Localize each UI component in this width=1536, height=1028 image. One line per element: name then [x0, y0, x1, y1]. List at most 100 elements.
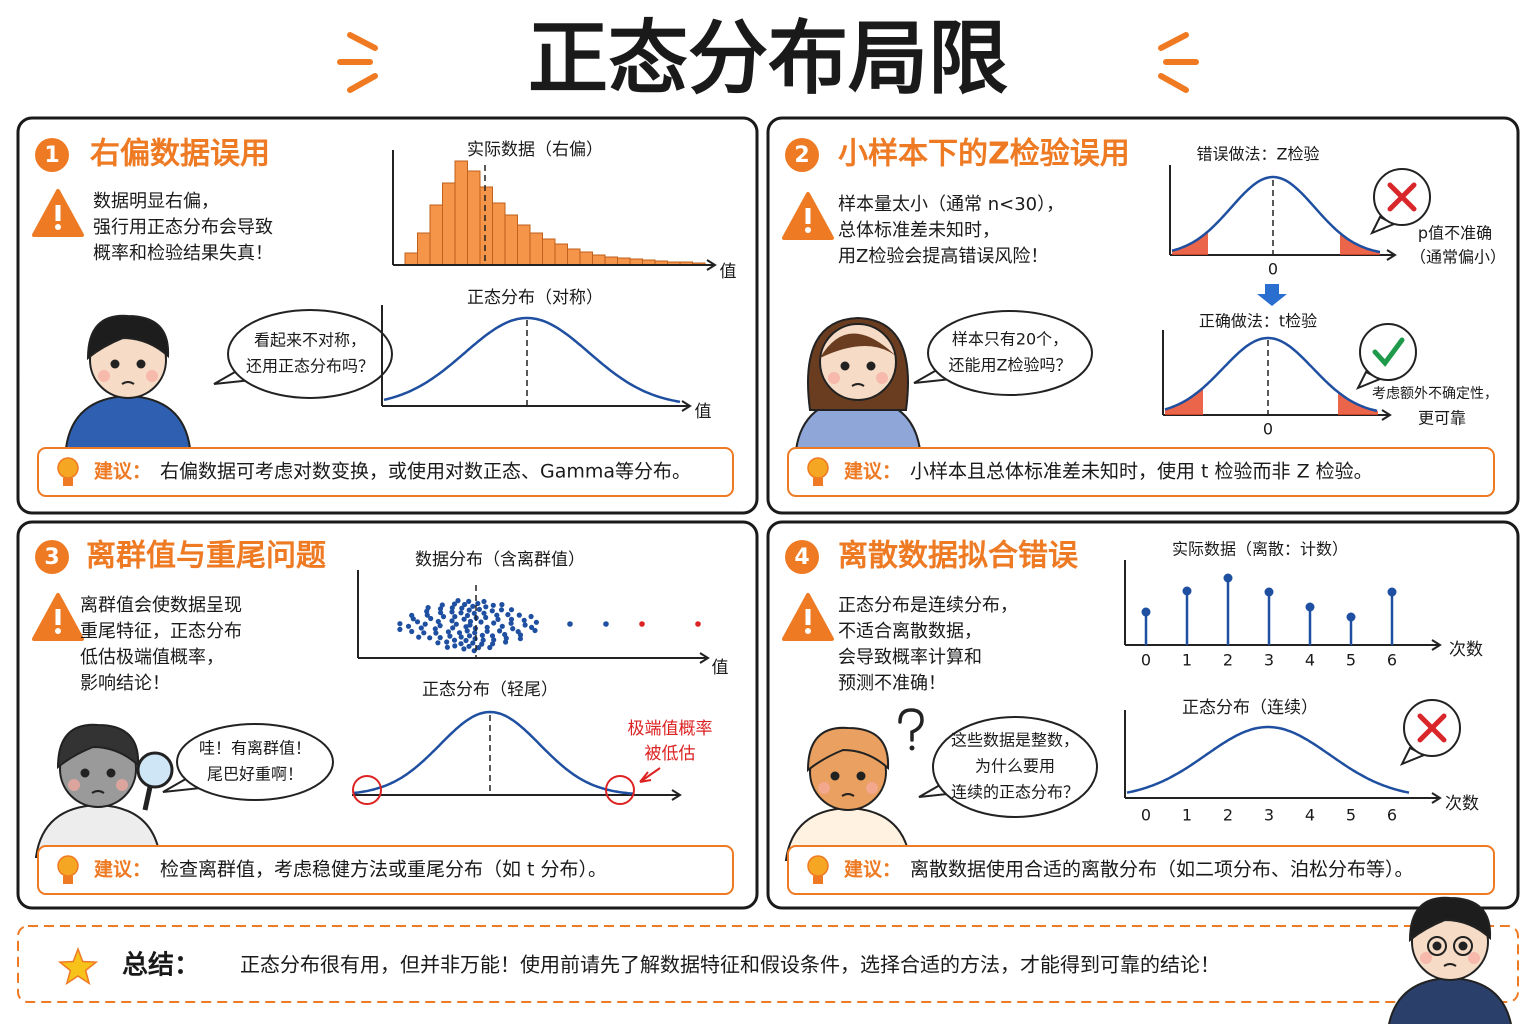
- scatter-dot: [479, 632, 485, 639]
- histogram-bar: [554, 243, 568, 266]
- scatter-dot: [484, 624, 490, 631]
- scatter-dot: [480, 637, 486, 643]
- scatter-dot: [439, 602, 445, 608]
- scatter-dot: [422, 621, 428, 627]
- tick-label: 3: [1264, 806, 1274, 825]
- warning-icon-dot: [55, 628, 61, 634]
- tick-label: 5: [1346, 806, 1356, 825]
- warning-icon-dot: [805, 628, 811, 634]
- tip-box: [787, 845, 1495, 895]
- scatter-dot: [475, 645, 482, 651]
- stem-dot: [1141, 607, 1151, 617]
- scatter-dot: [416, 634, 422, 640]
- speech-text: 连续的正态分布？: [951, 783, 1079, 802]
- outlier-dot: [695, 621, 701, 627]
- scatter-dot: [466, 643, 472, 649]
- scatter-dot: [453, 621, 459, 627]
- character-mouth: [91, 790, 105, 794]
- warning-text: 概率和检验结果失真！: [93, 243, 273, 264]
- scatter-dot: [471, 610, 477, 616]
- character-hair: [806, 726, 890, 773]
- tip-text: 右偏数据可考虑对数变换，或使用对数正态、Gamma等分布。: [160, 461, 691, 483]
- chart-note: 极端值概率: [628, 719, 713, 739]
- stem-dot: [1346, 612, 1356, 622]
- histogram-bar: [479, 186, 493, 266]
- outlier-dot: [639, 621, 645, 627]
- tail-area: [1165, 387, 1203, 415]
- character-mouth: [121, 381, 135, 385]
- scatter-dot: [491, 637, 497, 643]
- scatter-dot: [461, 616, 467, 622]
- scatter-dot: [437, 635, 443, 641]
- cross-mark: [1387, 182, 1417, 212]
- tip-bulb: [57, 457, 79, 479]
- check-mark: [1372, 337, 1405, 367]
- panel: [766, 520, 1520, 910]
- histogram-bar: [579, 251, 593, 266]
- histogram-bar: [492, 202, 506, 266]
- axis-arrow: [1431, 639, 1442, 651]
- panel-heading: 离散数据拟合错误: [838, 539, 1079, 574]
- histogram-bar: [417, 232, 431, 266]
- scatter-dot: [476, 606, 482, 613]
- character-cheek: [818, 782, 830, 794]
- tick-label: 3: [1264, 651, 1274, 670]
- question-mark: [898, 708, 924, 742]
- character-cheek: [876, 372, 888, 384]
- histogram-bar: [542, 238, 556, 266]
- warning-text: 会导致概率计算和: [838, 647, 982, 668]
- scatter-dot: [470, 603, 476, 609]
- scatter-dot: [435, 618, 441, 625]
- chart-title: 正态分布（轻尾）: [422, 680, 558, 700]
- stem-dot: [1223, 573, 1233, 583]
- tip-text: 小样本且总体标准差未知时，使用 t 检验而非 Z 检验。: [910, 461, 1373, 483]
- scatter-dot: [449, 605, 455, 611]
- axis-arrow: [1431, 792, 1442, 804]
- histogram-bar: [467, 170, 481, 266]
- character-cheek: [146, 370, 158, 382]
- normal-curve: [383, 316, 681, 404]
- speech-text: 样本只有20个，: [952, 330, 1068, 349]
- warning-icon-bar: [805, 609, 811, 625]
- highlight-circle: [352, 775, 382, 805]
- scatter-dot: [464, 628, 470, 634]
- scatter-dot: [529, 624, 535, 631]
- flow-arrow: [1257, 284, 1287, 306]
- character-hair: [86, 314, 170, 361]
- scatter-dot: [451, 601, 458, 607]
- scatter-dot: [499, 602, 505, 608]
- warning-text: 样本量太小（通常 n<30），: [838, 194, 1064, 215]
- scatter-dot: [489, 633, 496, 639]
- character-hair: [1408, 896, 1492, 943]
- character-cheek: [828, 372, 840, 384]
- chart-note: （通常偏小）: [1410, 248, 1506, 267]
- scatter-dot: [463, 624, 469, 630]
- panel-number: 3: [44, 545, 59, 570]
- scatter-dot: [498, 607, 505, 613]
- scatter-dot: [440, 614, 447, 620]
- character-mouth: [1443, 963, 1457, 967]
- axis-arrow: [706, 259, 717, 271]
- scatter-dot: [478, 619, 484, 625]
- scatter-dot: [475, 600, 481, 607]
- cross-mark: [1417, 713, 1447, 743]
- main-title: 正态分布局限: [528, 12, 1008, 105]
- scatter-dot: [499, 623, 505, 629]
- warning-icon-bar: [55, 205, 61, 221]
- panel-number-badge: [35, 138, 69, 172]
- magnifier: [136, 751, 174, 789]
- tip-bulb-base: [63, 478, 73, 486]
- scatter-dot: [508, 620, 514, 626]
- scatter-dot: [418, 625, 424, 631]
- stem-dot: [1182, 586, 1192, 596]
- histogram-bar: [517, 224, 531, 266]
- character-cheek: [1420, 952, 1432, 964]
- scatter-dot: [444, 644, 450, 650]
- histogram-bar: [442, 182, 456, 266]
- warning-text: 正态分布是连续分布，: [838, 595, 1018, 616]
- tick-label: 5: [1346, 651, 1356, 670]
- scatter-dot: [489, 608, 495, 614]
- stem-dot: [1305, 602, 1315, 612]
- character-cheek: [1468, 952, 1480, 964]
